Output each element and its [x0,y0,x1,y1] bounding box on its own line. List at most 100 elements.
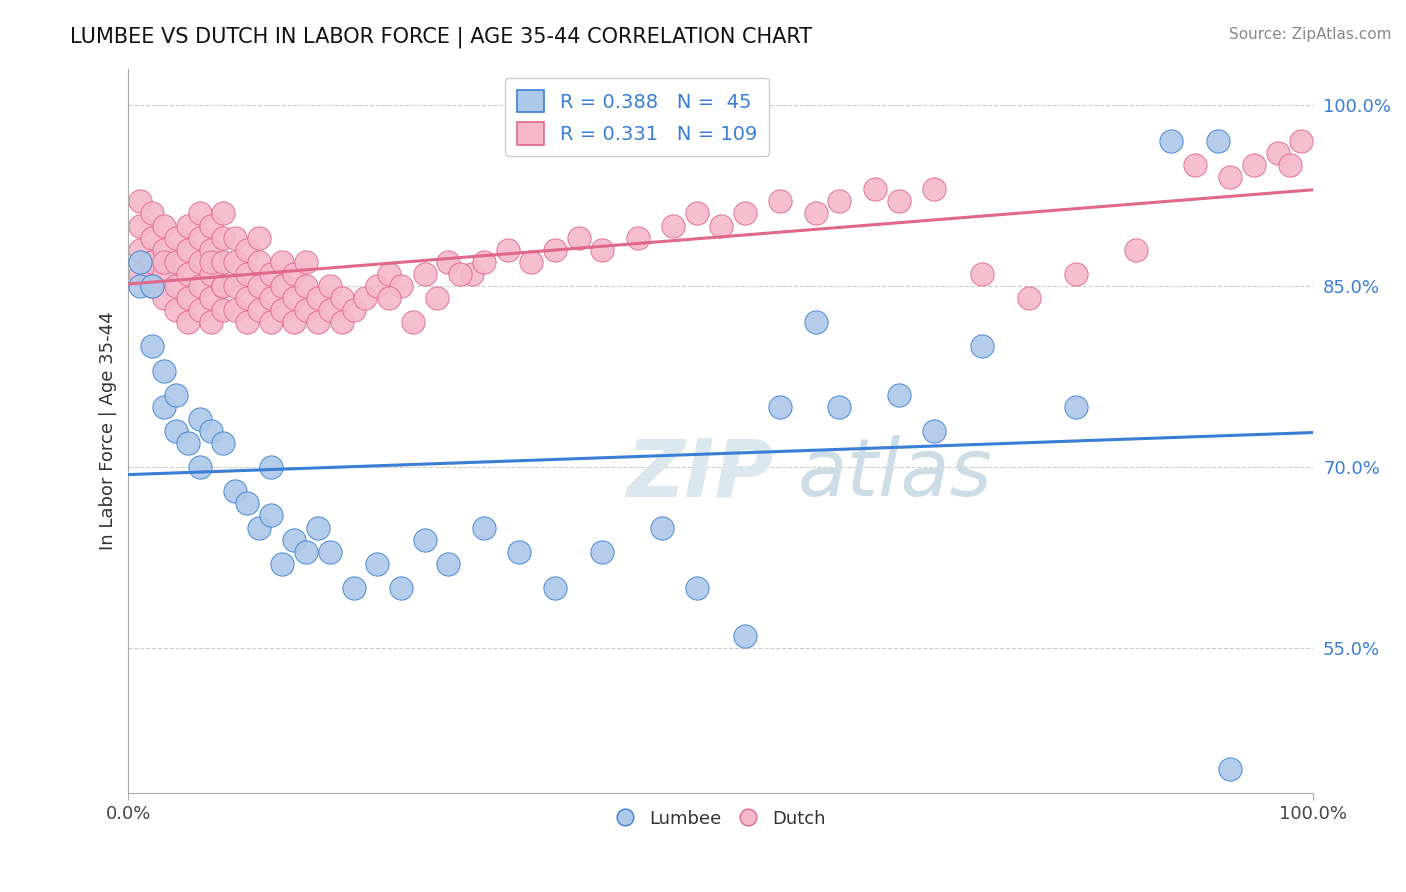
Point [887,194,910,209]
Point [212,206,235,220]
Point [236,267,259,281]
Point [863,182,886,196]
Point [177,219,200,233]
Point [283,291,305,305]
Point [295,303,318,318]
Point [591,545,613,559]
Point [1291,134,1313,148]
Point [212,255,235,269]
Point [141,279,163,293]
Point [236,291,259,305]
Point [461,267,484,281]
Point [236,243,259,257]
Text: ZIP: ZIP [626,435,773,514]
Point [1219,762,1241,776]
Point [319,279,342,293]
Point [259,508,281,523]
Y-axis label: In Labor Force | Age 35-44: In Labor Force | Age 35-44 [100,311,117,550]
Point [330,315,353,329]
Point [129,279,152,293]
Point [1066,267,1088,281]
Point [200,255,222,269]
Text: atlas: atlas [797,435,993,514]
Point [828,400,851,414]
Point [141,230,163,244]
Text: LUMBEE VS DUTCH IN LABOR FORCE | AGE 35-44 CORRELATION CHART: LUMBEE VS DUTCH IN LABOR FORCE | AGE 35-… [70,27,813,48]
Point [283,315,305,329]
Point [188,279,211,293]
Point [212,436,235,450]
Point [236,315,259,329]
Point [651,520,673,534]
Point [177,291,200,305]
Point [177,436,200,450]
Point [1018,291,1040,305]
Point [295,279,318,293]
Point [366,557,388,571]
Point [413,267,436,281]
Point [247,230,270,244]
Point [710,219,733,233]
Point [177,315,200,329]
Point [188,255,211,269]
Point [224,255,246,269]
Point [342,303,364,318]
Point [970,339,993,353]
Point [342,581,364,595]
Point [224,230,246,244]
Point [247,520,270,534]
Point [188,460,211,475]
Point [141,255,163,269]
Point [295,545,318,559]
Point [200,243,222,257]
Point [319,545,342,559]
Point [734,206,756,220]
Point [472,255,495,269]
Point [188,230,211,244]
Point [970,267,993,281]
Point [389,279,412,293]
Point [141,255,163,269]
Point [686,581,709,595]
Point [544,581,567,595]
Point [153,363,176,377]
Point [153,255,176,269]
Point [212,279,235,293]
Point [828,194,851,209]
Point [307,315,329,329]
Point [200,219,222,233]
Point [129,243,152,257]
Point [177,243,200,257]
Point [449,267,471,281]
Point [283,267,305,281]
Point [177,267,200,281]
Point [591,243,613,257]
Point [1243,158,1265,172]
Point [165,255,187,269]
Point [496,243,519,257]
Point [153,400,176,414]
Point [247,255,270,269]
Point [200,267,222,281]
Point [141,339,163,353]
Point [887,387,910,401]
Point [568,230,591,244]
Point [165,424,187,438]
Point [236,496,259,510]
Point [662,219,685,233]
Point [319,303,342,318]
Point [224,303,246,318]
Point [1208,134,1230,148]
Point [295,255,318,269]
Point [1125,243,1147,257]
Point [437,557,460,571]
Point [520,255,543,269]
Point [141,206,163,220]
Point [153,291,176,305]
Point [378,291,401,305]
Point [402,315,425,329]
Point [508,545,530,559]
Point [153,267,176,281]
Point [283,533,305,547]
Point [354,291,377,305]
